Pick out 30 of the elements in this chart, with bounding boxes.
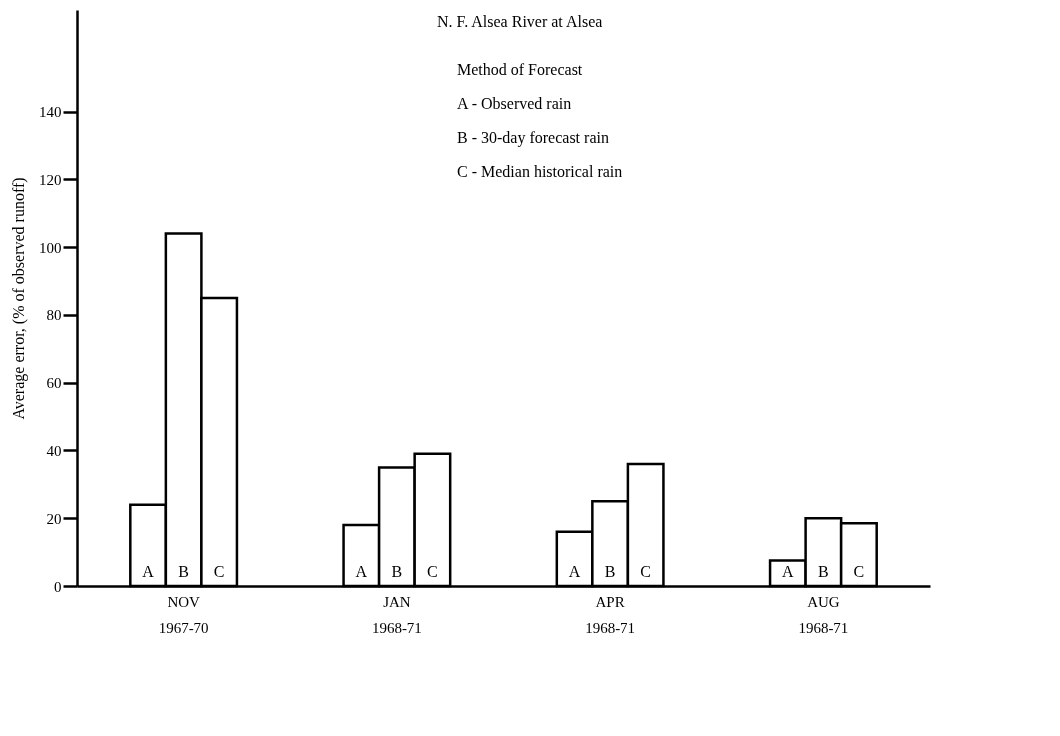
y-tick-label: 100 — [39, 239, 62, 256]
text: C — [853, 563, 865, 580]
text: B — [391, 563, 403, 580]
x-tick-label: NOV 1967-70 — [158, 593, 209, 636]
text: B — [604, 563, 616, 580]
annotation: A - Observed rain — [457, 95, 572, 112]
y-tick-label: 20 — [46, 510, 62, 527]
text: A — [142, 563, 154, 580]
annotation: C - Median historical rain — [457, 163, 623, 180]
y-tick-label: 0 — [54, 578, 62, 595]
annotation: B - 30-day forecast rain — [457, 129, 609, 147]
x-tick-label: APR 1968-71 — [585, 593, 636, 636]
x-tick-label: AUG 1968-71 — [798, 593, 849, 636]
y-tick-label: 80 — [46, 307, 62, 324]
series-label: B — [178, 563, 189, 580]
x-tick-label: JAN 1968-71 — [371, 593, 422, 636]
annotation: Method of Forecast — [457, 61, 583, 78]
y-tick-label: 140 — [39, 104, 62, 121]
annotation: N. F. Alsea River at Alsea — [437, 13, 603, 30]
series-label: C — [213, 563, 225, 580]
y-tick-label: 120 — [39, 171, 62, 188]
series-label: A — [782, 563, 795, 580]
text: A — [355, 563, 368, 580]
text: C — [640, 563, 651, 580]
text: B — [818, 563, 829, 580]
y-tick-label: 40 — [46, 442, 62, 459]
text: A — [568, 563, 581, 580]
y-axis-title: Average error, (% of observed runoff) — [10, 177, 28, 420]
y-tick-label: 60 — [46, 375, 62, 392]
text: C — [427, 563, 438, 580]
